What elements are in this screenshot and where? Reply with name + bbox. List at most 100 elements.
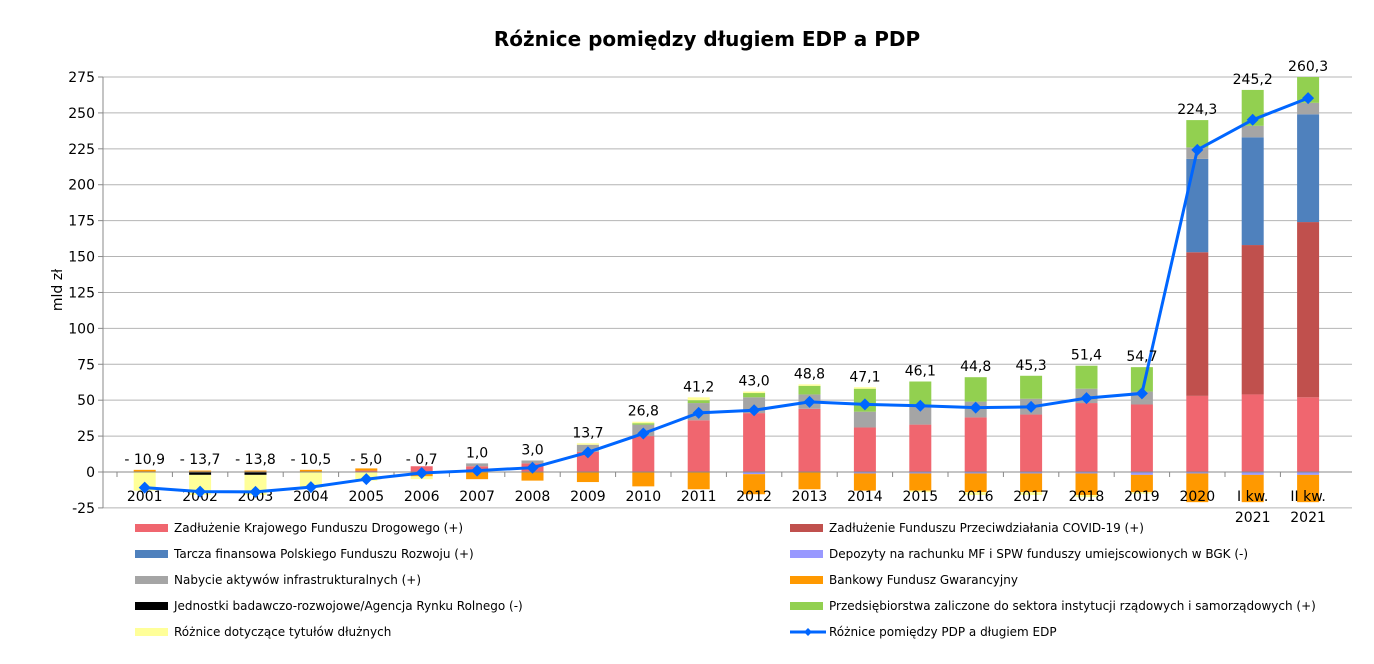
data-label: 1,0 bbox=[466, 445, 488, 461]
bar-segment bbox=[299, 472, 322, 488]
legend-label: Depozyty na rachunku MF i SPW funduszy u… bbox=[829, 547, 1248, 561]
bar-segment bbox=[964, 473, 987, 493]
y-tick-label: 25 bbox=[77, 429, 95, 445]
legend-swatch bbox=[790, 602, 823, 610]
data-label: 43,0 bbox=[739, 374, 770, 390]
line-marker bbox=[1135, 387, 1148, 400]
legend-swatch bbox=[790, 524, 823, 532]
bar-segment bbox=[1130, 472, 1153, 475]
y-axis-label: mld zł bbox=[50, 269, 66, 311]
bar-segment bbox=[1241, 394, 1264, 472]
bar-segment bbox=[1297, 114, 1320, 223]
x-tick-label-line: 2004 bbox=[293, 489, 329, 505]
y-tick-label: 100 bbox=[68, 321, 95, 337]
bar-segment bbox=[1186, 472, 1209, 474]
legend-swatch bbox=[135, 628, 168, 636]
bar-segment bbox=[1241, 474, 1264, 503]
data-labels: - 10,9 - 13,7 - 13,8 - 10,5 - 5,0 - 0,7 1,0 3,0… bbox=[124, 59, 1328, 468]
bar-segment bbox=[355, 470, 378, 473]
x-tick-label-line: 2009 bbox=[570, 489, 606, 505]
chart-title: Różnice pomiędzy długiem EDP a PDP bbox=[494, 27, 920, 51]
bar-segment bbox=[576, 451, 599, 472]
line-marker bbox=[858, 398, 871, 411]
bar-segment bbox=[909, 473, 932, 491]
bar-segment bbox=[1075, 494, 1098, 498]
data-label: 260,3 bbox=[1288, 59, 1328, 75]
legend-swatch bbox=[135, 602, 168, 610]
x-tick-label-line: I kw. bbox=[1237, 489, 1268, 505]
bar-segment bbox=[1186, 120, 1209, 148]
line-marker bbox=[138, 481, 151, 494]
bar-segment bbox=[964, 492, 987, 495]
bar-segment bbox=[1241, 472, 1264, 475]
line-marker bbox=[1246, 113, 1259, 126]
gridlines bbox=[103, 76, 1352, 509]
y-tick-label: 275 bbox=[68, 70, 95, 86]
bar-segment bbox=[1297, 474, 1320, 503]
bar-segment bbox=[244, 472, 267, 475]
bar-segment bbox=[909, 490, 932, 493]
bar-segment bbox=[632, 421, 655, 424]
y-tick-label: 125 bbox=[68, 285, 95, 301]
x-tick-label: 2013 bbox=[792, 489, 828, 505]
line-marker bbox=[637, 427, 650, 440]
line-marker bbox=[1302, 92, 1315, 105]
axes: -25 0 25 50 75 100 125 150 175 200 225 250 275 2001 20… bbox=[68, 70, 1352, 526]
x-tick-label: 2011 bbox=[681, 489, 717, 505]
bar-segment bbox=[853, 411, 876, 428]
bar-segment bbox=[743, 393, 766, 398]
bar-segment bbox=[798, 384, 821, 386]
line-marker bbox=[1080, 392, 1093, 405]
bar-segment bbox=[244, 470, 267, 473]
legend-label: Bankowy Fundusz Gwarancyjny bbox=[829, 573, 1018, 587]
bar-segment bbox=[133, 472, 156, 491]
bar-segment bbox=[576, 443, 599, 445]
x-tick-label: 2007 bbox=[459, 489, 495, 505]
legend-swatch bbox=[135, 524, 168, 532]
data-label: 45,3 bbox=[1016, 358, 1047, 374]
bar-segment bbox=[798, 408, 821, 472]
x-tick-label-line: 2006 bbox=[404, 489, 440, 505]
data-label: 48,8 bbox=[794, 366, 825, 382]
bar-segment bbox=[743, 413, 766, 472]
legend-label: Zadłużenie Krajowego Funduszu Drogowego … bbox=[174, 521, 463, 535]
legend-label: Nabycie aktywów infrastrukturalnych (+) bbox=[174, 573, 421, 587]
x-tick-label: 2017 bbox=[1013, 489, 1049, 505]
bar-segment bbox=[687, 420, 710, 472]
x-tick-label-line: 2007 bbox=[459, 489, 495, 505]
bar-segment bbox=[1297, 77, 1320, 103]
line-path bbox=[144, 96, 1309, 494]
line-marker bbox=[748, 404, 761, 417]
data-label: 54,7 bbox=[1126, 349, 1157, 365]
x-tick-label-line: 2011 bbox=[681, 489, 717, 505]
bar-segment bbox=[1241, 245, 1264, 395]
x-tick-label: 2020 bbox=[1179, 489, 1215, 505]
line-marker bbox=[304, 481, 317, 494]
bar-segment bbox=[576, 472, 599, 483]
bar-segment bbox=[1020, 492, 1043, 495]
legend-swatch bbox=[790, 576, 823, 584]
x-tick-label: 2006 bbox=[404, 489, 440, 505]
y-tick-label: 0 bbox=[86, 465, 95, 481]
x-tick-label: 2004 bbox=[293, 489, 329, 505]
data-label: 44,8 bbox=[960, 359, 991, 375]
data-label: 245,2 bbox=[1233, 72, 1273, 88]
bar-segment bbox=[632, 472, 655, 487]
x-tick-label: 2016 bbox=[958, 489, 994, 505]
x-tick-label-line: 2020 bbox=[1179, 489, 1215, 505]
bar-segment bbox=[1297, 472, 1320, 475]
legend-marker bbox=[804, 628, 812, 636]
x-tick-label: 2010 bbox=[625, 489, 661, 505]
bar-segment bbox=[133, 469, 156, 472]
line-series bbox=[138, 92, 1315, 498]
x-tick-label-line: 2017 bbox=[1013, 489, 1049, 505]
line-marker bbox=[692, 406, 705, 419]
x-tick-label: I kw. 2021 bbox=[1235, 489, 1271, 526]
bar-segment bbox=[632, 436, 655, 472]
x-tick-label-line: 2016 bbox=[958, 489, 994, 505]
line-marker bbox=[803, 395, 816, 408]
bar-segment bbox=[743, 474, 766, 495]
bar-segment bbox=[964, 472, 987, 474]
data-label: - 10,5 bbox=[291, 452, 332, 468]
bar-segment bbox=[1186, 252, 1209, 396]
